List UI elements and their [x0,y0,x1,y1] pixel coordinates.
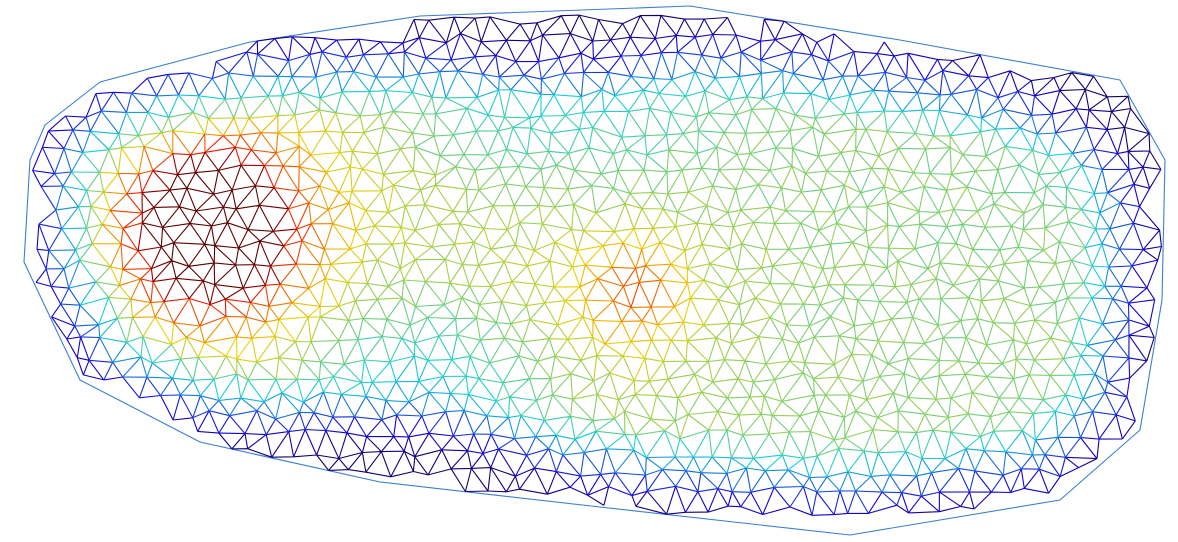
mesh-edges [90,109,705,381]
mesh-edges [48,51,1134,514]
mesh-edges [142,152,289,300]
mesh-edges [79,95,1086,449]
mesh-outline [23,5,1166,536]
mesh-edges [101,117,692,360]
mesh-edges [32,33,1158,516]
mesh-edges [70,79,1100,478]
mesh-edges [137,146,275,317]
mesh-edges [137,153,281,306]
mesh-edges [75,90,1096,459]
mesh-edges [141,172,272,289]
mesh-edges [231,14,1162,495]
mesh-edges [32,33,1151,516]
mesh-edges [101,130,675,343]
mesh-edges [102,117,672,345]
mesh-edges [231,15,1162,515]
mesh-edges [48,52,1122,493]
mesh-edges [120,133,637,327]
mesh-edges [41,18,1162,515]
mesh-edges [61,70,1110,477]
mesh-edges [48,52,1129,493]
mesh-edges [92,115,691,345]
mesh-edges [75,71,1109,478]
mesh-edges [141,152,297,305]
mesh-edges [110,133,640,324]
mesh-edges [153,165,274,289]
mesh-edges [120,135,303,302]
mesh-edges [32,33,1161,516]
mesh-edges [138,146,289,289]
mesh-edges [86,91,1086,459]
mesh-edges [38,51,1144,516]
mesh-edges [117,130,662,338]
mesh-edges [61,71,1110,478]
mesh-edges [55,58,1121,492]
mesh-edges [71,89,1097,459]
mesh-edges [46,51,1134,497]
mesh-edges [91,109,719,395]
mesh-edges [109,132,662,324]
mesh-edges [36,34,1148,516]
mesh-edges [86,109,1072,453]
mesh-edges [90,112,790,439]
